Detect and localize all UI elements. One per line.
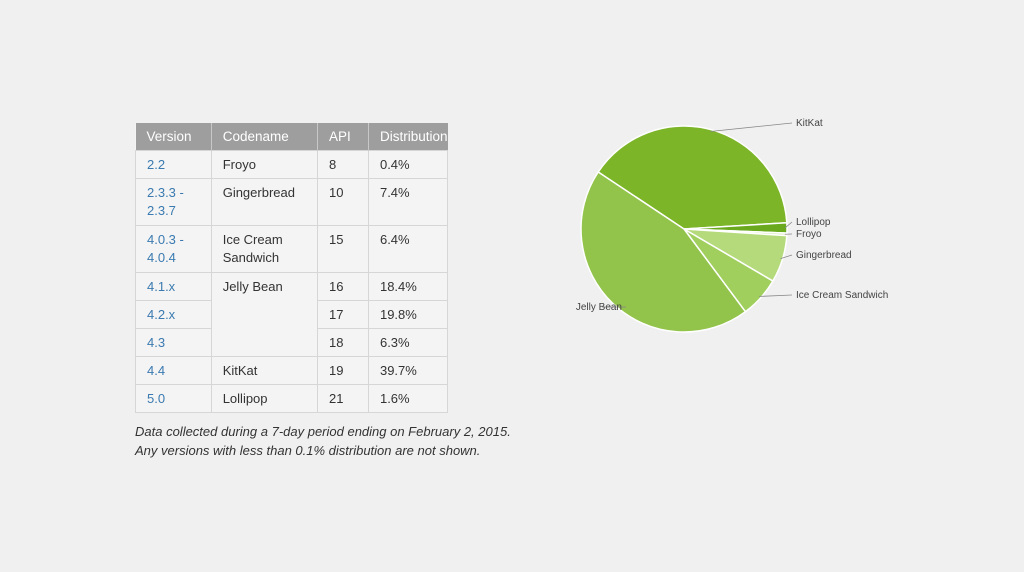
distribution-cell: 19.8% — [367, 300, 449, 329]
api-cell: 21 — [317, 384, 369, 413]
codename-cell: Gingerbread — [210, 178, 319, 226]
version-cell: 4.4 — [135, 356, 212, 385]
codename-cell: Froyo — [210, 150, 319, 179]
pie-slice-jelly-bean — [580, 170, 747, 333]
codename-cell: Jelly Bean — [210, 272, 319, 357]
version-cell: 4.3 — [135, 328, 212, 357]
table-header-row: Version Codename API Distribution — [135, 123, 448, 151]
version-line: 4.0.3 - 4.0.4 — [147, 232, 184, 265]
distribution-cell: 39.7% — [367, 356, 449, 385]
api-cell: 8 — [317, 150, 369, 179]
header-distribution: Distribution — [368, 123, 448, 151]
codename-cell: Lollipop — [210, 384, 319, 413]
distribution-cell: 7.4% — [367, 178, 449, 226]
pie-label: Froyo — [796, 229, 822, 240]
pie-label: Lollipop — [796, 217, 831, 228]
table-row: 2.3.3 - 2.3.7 Gingerbread 10 7.4% — [135, 178, 449, 226]
api-cell: 17 — [317, 300, 369, 329]
header-codename: Codename — [211, 123, 319, 151]
table-row: 2.2 Froyo 8 0.4% — [135, 150, 449, 179]
codename-line: Ice Cream Sandwich — [222, 232, 283, 265]
table-row: 5.0 Lollipop 21 1.6% — [135, 384, 449, 413]
version-line: 2.3.3 - 2.3.7 — [147, 185, 184, 218]
footnote: Data collected during a 7-day period end… — [135, 422, 511, 460]
pie-label: Jelly Bean — [576, 302, 622, 313]
codename-cell: Ice Cream Sandwich — [210, 225, 319, 273]
version-cell: 5.0 — [135, 384, 212, 413]
version-cell: 4.0.3 - 4.0.4 — [135, 225, 212, 273]
table-row: 4.4 KitKat 19 39.7% — [135, 356, 449, 385]
api-cell: 19 — [317, 356, 369, 385]
table-row: 4.1.x Jelly Bean 16 18.4% — [135, 272, 449, 357]
callout-line — [710, 122, 793, 132]
header-api: API — [317, 123, 369, 151]
table-row: 4.2.x 17 19.8% — [135, 300, 449, 329]
distribution-table: Version Codename API Distribution 2.2 Fr… — [135, 123, 449, 413]
api-cell: 16 — [317, 272, 369, 301]
distribution-cell: 18.4% — [367, 272, 449, 301]
pie-label: Gingerbread — [796, 250, 852, 261]
callout-line — [780, 254, 793, 259]
api-cell: 15 — [317, 225, 369, 273]
callout-line — [759, 294, 793, 297]
header-version: Version — [135, 123, 212, 151]
table-row: 4.3 18 6.3% — [135, 328, 449, 357]
table-row: 4.0.3 - 4.0.4 Ice Cream Sandwich 15 6.4% — [135, 225, 449, 273]
distribution-cell: 0.4% — [367, 150, 449, 179]
distribution-cell: 1.6% — [367, 384, 449, 413]
api-cell: 18 — [317, 328, 369, 357]
footnote-line-2: Any versions with less than 0.1% distrib… — [135, 443, 481, 458]
pie-label: Ice Cream Sandwich — [796, 290, 888, 301]
version-cell: 4.1.x — [135, 272, 212, 301]
callout-line — [784, 221, 793, 229]
distribution-cell: 6.3% — [367, 328, 449, 357]
api-cell: 10 — [317, 178, 369, 226]
version-cell: 4.2.x — [135, 300, 212, 329]
codename-cell: KitKat — [210, 356, 319, 385]
version-cell: 2.2 — [135, 150, 212, 179]
footnote-line-1: Data collected during a 7-day period end… — [135, 424, 511, 439]
distribution-cell: 6.4% — [367, 225, 449, 273]
version-cell: 2.3.3 - 2.3.7 — [135, 178, 212, 226]
pie-label: KitKat — [796, 118, 823, 129]
